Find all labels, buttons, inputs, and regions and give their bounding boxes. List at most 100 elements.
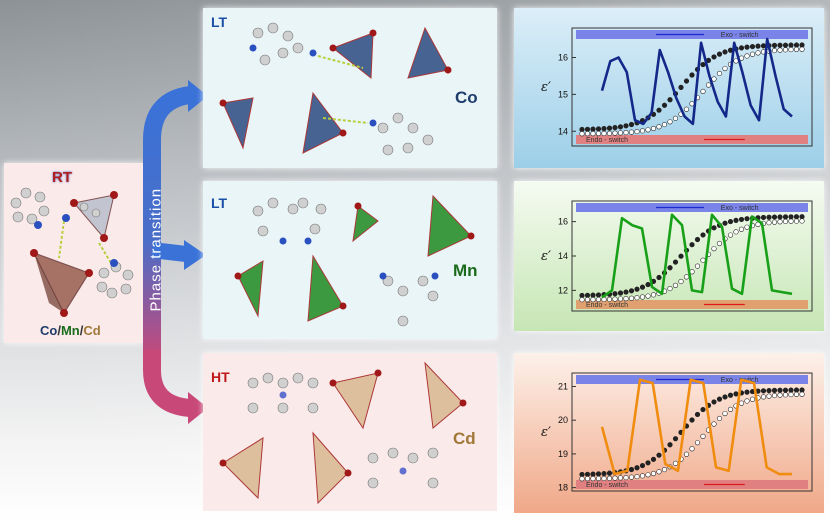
hysteresis-point	[788, 214, 794, 220]
hysteresis-point	[711, 246, 717, 252]
hysteresis-point	[689, 242, 695, 248]
hysteresis-point	[650, 125, 657, 132]
hysteresis-point	[617, 124, 624, 130]
hysteresis-point	[584, 292, 591, 298]
hysteresis-point	[722, 220, 728, 226]
hysteresis-point	[705, 82, 712, 88]
hysteresis-point	[793, 391, 800, 397]
hysteresis-point	[749, 43, 756, 50]
hysteresis-point	[595, 475, 602, 482]
hysteresis-point	[760, 388, 767, 394]
switch-series-line	[601, 213, 793, 299]
plot-frame	[571, 27, 813, 147]
hysteresis-point	[733, 391, 739, 397]
hysteresis-point	[793, 46, 800, 52]
hysteresis-point	[595, 292, 602, 298]
hysteresis-point	[579, 131, 585, 137]
hysteresis-point	[617, 290, 624, 296]
hysteresis-point	[744, 53, 750, 59]
hysteresis-point	[672, 460, 679, 466]
y-tick-label: 18	[558, 483, 568, 493]
hysteresis-point	[595, 296, 602, 303]
endo-switch-bar	[576, 135, 808, 144]
hysteresis-point	[612, 130, 618, 136]
hysteresis-point	[617, 296, 624, 302]
switch-series-line	[600, 37, 793, 126]
hysteresis-point	[645, 460, 651, 466]
y-tick-label: 12	[558, 285, 568, 295]
hysteresis-point	[760, 394, 767, 400]
hysteresis-point	[584, 476, 591, 482]
hysteresis-point	[799, 218, 805, 224]
y-axis-label: ε′	[541, 249, 551, 264]
switch-series-line	[600, 378, 792, 476]
hysteresis-point	[771, 42, 778, 48]
hysteresis-point	[628, 295, 635, 301]
y-tick-label: 16	[558, 53, 568, 63]
hysteresis-point	[606, 125, 613, 131]
hysteresis-point	[700, 232, 706, 238]
hysteresis-point	[722, 49, 728, 55]
hysteresis-point	[777, 219, 783, 225]
hysteresis-point	[623, 123, 629, 129]
hysteresis-point	[656, 124, 662, 130]
hysteresis-point	[727, 232, 734, 238]
y-tick-label: 15	[558, 89, 568, 99]
hysteresis-point	[689, 446, 695, 452]
hysteresis-point	[590, 292, 596, 298]
hysteresis-point	[694, 411, 701, 418]
hysteresis-point	[634, 295, 640, 301]
hysteresis-point	[672, 115, 679, 121]
hysteresis-point	[777, 42, 783, 48]
hysteresis-point	[793, 218, 800, 224]
hysteresis-point	[645, 127, 651, 133]
footer-mn: Mn	[60, 323, 80, 338]
hysteresis-point	[612, 124, 618, 131]
hysteresis-point	[645, 472, 651, 478]
hysteresis-point	[700, 433, 706, 439]
hysteresis-point	[738, 45, 745, 51]
hysteresis-point	[716, 396, 723, 402]
y-tick-label: 21	[558, 381, 568, 391]
hysteresis-point	[639, 284, 646, 290]
hysteresis-point	[711, 421, 717, 427]
hysteresis-point	[760, 214, 767, 221]
hysteresis-point	[766, 393, 772, 399]
hysteresis-point	[788, 46, 794, 53]
hysteresis-point	[683, 274, 690, 280]
hysteresis-point	[777, 392, 783, 398]
hysteresis-point	[738, 216, 745, 223]
hysteresis-point	[634, 473, 640, 480]
hysteresis-point	[667, 285, 673, 292]
hysteresis-point	[722, 394, 728, 400]
hysteresis-point	[579, 297, 585, 303]
chart-mn: Exo - switch Endo - switch 12 14 16 ε′	[514, 181, 824, 331]
hysteresis-point	[711, 225, 717, 231]
phase-transition-label: Phase transition	[147, 187, 165, 312]
hysteresis-point	[579, 126, 585, 133]
hysteresis-point	[639, 128, 646, 134]
chart-cd: Exo - switch Endo - switch 18 19 20 21 ε′	[514, 353, 824, 513]
hysteresis-point	[590, 126, 596, 132]
hysteresis-point	[634, 465, 640, 471]
footer-sep: /	[57, 323, 61, 338]
hysteresis-point	[689, 72, 695, 78]
hysteresis-point	[716, 51, 723, 57]
hysteresis-point	[799, 214, 805, 220]
endo-switch-bar	[576, 480, 808, 489]
hysteresis-point	[716, 70, 723, 77]
hysteresis-point	[744, 398, 750, 404]
hysteresis-point	[590, 471, 596, 477]
hysteresis-point	[667, 97, 673, 103]
hysteresis-point	[793, 387, 800, 393]
hysteresis-point	[628, 288, 635, 294]
hysteresis-point	[650, 292, 657, 298]
hysteresis-point	[766, 387, 772, 394]
hysteresis-point	[694, 236, 701, 243]
rt-structure	[10, 187, 134, 317]
hysteresis-point	[711, 76, 717, 82]
y-axis-label: ε′	[541, 80, 551, 95]
hysteresis-point	[700, 406, 706, 413]
footer-co: Co	[40, 323, 58, 338]
co-structure	[219, 22, 452, 156]
